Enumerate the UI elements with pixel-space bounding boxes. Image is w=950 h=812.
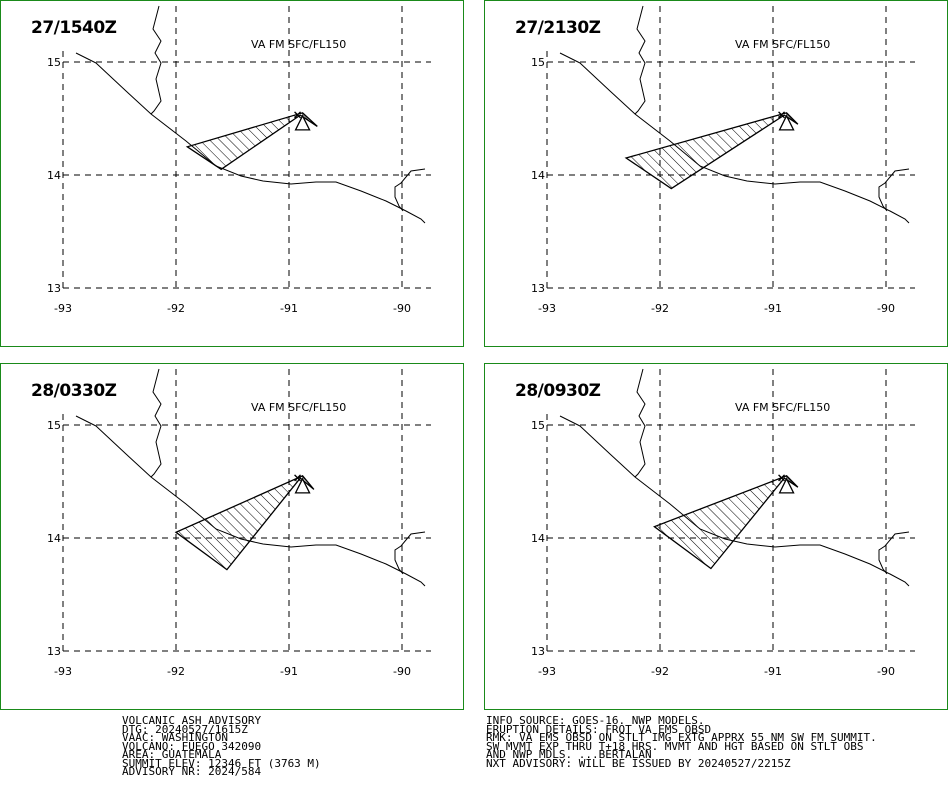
lon-tick-label: -90 — [393, 665, 411, 678]
coastline — [75, 52, 97, 64]
lon-tick-label: -92 — [651, 302, 669, 315]
lon-tick-label: -91 — [280, 302, 298, 315]
lon-tick-label: -92 — [167, 665, 185, 678]
advisory-line: VAAC: WASHINGTON — [122, 731, 228, 744]
advisory-remarks-block: INFO SOURCE: GOES-16. NWP MODELS. ERUPTI… — [486, 714, 877, 770]
ash-level-label: VA FM SFC/FL150 — [251, 38, 347, 51]
lon-tick-label: -92 — [651, 665, 669, 678]
summit-marker-icon — [294, 474, 302, 482]
lon-tick-label: -91 — [280, 665, 298, 678]
lat-tick-label: 13 — [531, 645, 545, 658]
coastline — [579, 425, 910, 587]
summit-marker-icon — [778, 474, 786, 482]
volcano-triangle-icon — [778, 114, 795, 131]
lon-tick-label: -90 — [877, 665, 895, 678]
volcano-triangle-icon — [294, 114, 311, 131]
volcano-triangle-icon — [294, 477, 311, 494]
forecast-panel-2: -93 -92 -91 -90 15 14 13 27/2130Z VA FM SFC/FL… — [484, 0, 948, 347]
volcano-triangle-icon — [778, 477, 795, 494]
ash-level-label: VA FM SFC/FL150 — [735, 401, 831, 414]
lon-tick-label: -93 — [538, 302, 556, 315]
lat-tick-label: 15 — [47, 419, 61, 432]
coastline — [634, 368, 646, 478]
lat-tick-label: 13 — [47, 645, 61, 658]
forecast-time: 27/2130Z — [515, 18, 601, 38]
lat-tick-label: 14 — [531, 169, 545, 182]
forecast-panel-4: -93 -92 -91 -90 15 14 13 28/0930Z VA FM SFC/FL… — [484, 363, 948, 710]
ash-cloud-polygon — [653, 475, 799, 570]
advisory-line: ERUPTION DETAILS: FRQT VA EMS OBSD — [486, 722, 712, 736]
coastline — [559, 415, 581, 427]
forecast-time: 28/0930Z — [515, 381, 601, 401]
lat-tick-label: 13 — [531, 282, 545, 295]
advisory-line: AREA: GUATEMALA — [122, 748, 222, 761]
lat-tick-label: 14 — [47, 532, 61, 545]
advisory-line: AND NWP MDLS. ...BERTALAN — [486, 748, 652, 761]
lon-tick-label: -93 — [54, 302, 72, 315]
advisory-line: SW MVMT EXP THRU T+18 HRS. MVMT AND HGT … — [486, 739, 864, 753]
lon-tick-label: -90 — [393, 302, 411, 315]
coastline — [394, 531, 426, 575]
coastline — [95, 62, 426, 224]
map-canvas: -93 -92 -91 -90 15 14 13 — [531, 368, 915, 678]
map-canvas: -93 -92 -91 -90 15 14 13 — [47, 5, 431, 315]
lat-tick-label: 15 — [47, 56, 61, 69]
coastline — [559, 52, 581, 64]
forecast-panel-1: -93 -92 -91 -90 15 14 13 27/1540Z VA FM SFC/FL… — [0, 0, 464, 347]
forecast-time: 28/0330Z — [31, 381, 117, 401]
ash-level-label: VA FM SFC/FL150 — [251, 401, 347, 414]
lon-tick-label: -93 — [54, 665, 72, 678]
ash-cloud-polygon — [185, 112, 318, 171]
advisory-line: INFO SOURCE: GOES-16. NWP MODELS. — [486, 714, 705, 727]
forecast-panel-3: -93 -92 -91 -90 15 14 13 28/0330Z VA FM SFC/FL… — [0, 363, 464, 710]
advisory-line: DTG: 20240527/1615Z — [122, 722, 248, 736]
coastline — [95, 425, 426, 587]
lon-tick-label: -91 — [764, 302, 782, 315]
ash-cloud-polygon — [174, 475, 315, 571]
advisory-line: ADVISORY NR: 2024/584 — [122, 765, 262, 778]
coastline — [75, 415, 97, 427]
coastline — [150, 368, 162, 478]
coastline — [394, 168, 426, 212]
lon-tick-label: -91 — [764, 665, 782, 678]
advisory-line: SUMMIT ELEV: 12346 FT (3763 M) — [122, 756, 321, 770]
coastline — [150, 5, 162, 115]
coastline — [634, 5, 646, 115]
advisory-line: VOLCANIC ASH ADVISORY — [122, 714, 262, 727]
advisory-header-block: VOLCANIC ASH ADVISORY DTG: 20240527/1615… — [122, 714, 321, 778]
summit-marker-icon — [294, 111, 302, 119]
advisory-line: NXT ADVISORY: WILL BE ISSUED BY 20240527… — [486, 756, 791, 770]
lon-tick-label: -90 — [877, 302, 895, 315]
lat-tick-label: 15 — [531, 56, 545, 69]
advisory-line: RMK: VA EMS OBSD ON STLT IMG EXTG APPRX … — [486, 731, 877, 744]
coastline — [878, 168, 910, 212]
lat-tick-label: 15 — [531, 419, 545, 432]
advisory-line: VOLCANO: FUEGO 342090 — [122, 739, 262, 753]
forecast-time: 27/1540Z — [31, 18, 117, 38]
map-canvas: -93 -92 -91 -90 15 14 13 — [531, 5, 915, 315]
ash-cloud-polygon — [624, 112, 799, 190]
lon-tick-label: -93 — [538, 665, 556, 678]
lat-tick-label: 13 — [47, 282, 61, 295]
lat-tick-label: 14 — [47, 169, 61, 182]
coastline — [579, 62, 910, 224]
coastline — [878, 531, 910, 575]
ash-level-label: VA FM SFC/FL150 — [735, 38, 831, 51]
map-canvas: -93 -92 -91 -90 15 14 13 — [47, 368, 431, 678]
lon-tick-label: -92 — [167, 302, 185, 315]
summit-marker-icon — [778, 111, 786, 119]
lat-tick-label: 14 — [531, 532, 545, 545]
